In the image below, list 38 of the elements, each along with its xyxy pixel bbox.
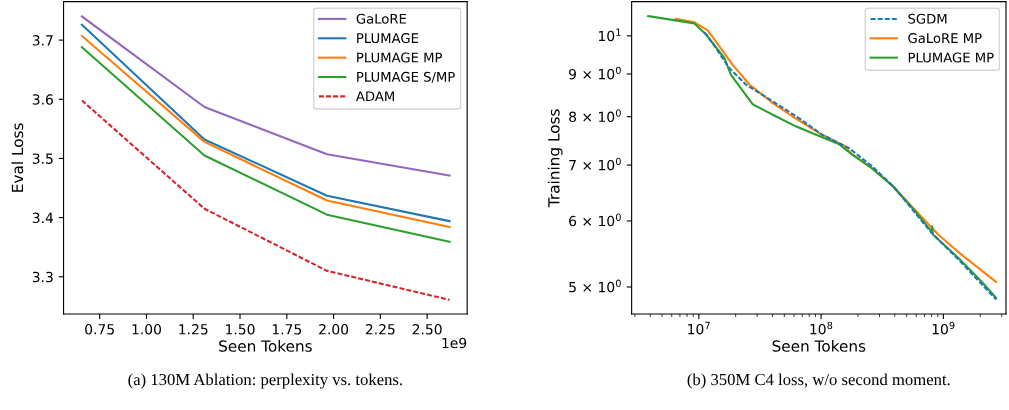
y-tick-label: 6 × 10$^{0}$ (569, 213, 621, 227)
x-tick-label: 1.25 (179, 324, 208, 335)
y-tick-label: 8 × 10$^{0}$ (569, 109, 621, 123)
legend-label: PLUMAGE MP (357, 52, 443, 63)
x-tick-label: 10$^{7}$ (688, 321, 710, 335)
legend-label: GaLoRE (356, 13, 407, 24)
line-series (80, 99, 451, 301)
y-tick-label: 3.3 (32, 271, 53, 283)
y-tick-label: 3.7 (32, 35, 53, 46)
legend-label: PLUMAGE (357, 33, 419, 44)
x-tick-label: 0.75 (85, 324, 114, 335)
x-tick-label: 1.50 (226, 324, 255, 335)
y-tick-label: 7 × 10$^{0}$ (569, 157, 621, 171)
text: (a) 130M Ablation: perplexity vs. tokens. (128, 373, 402, 389)
legend-label: PLUMAGE MP (908, 52, 994, 63)
x-tick-label: 2.00 (319, 324, 349, 335)
x-tick-label: 2.25 (365, 324, 395, 335)
x-axis-title: Seen Tokens (772, 340, 866, 352)
y-tick-label: 3.6 (32, 94, 53, 105)
y-tick-label: 3.4 (32, 212, 54, 224)
x-tick-label: 1.00 (132, 324, 161, 335)
legend-label: PLUMAGE S/MP (357, 71, 455, 83)
y-tick-label: 5 × 10$^{0}$ (569, 279, 621, 293)
y-axis-title: Training Loss (547, 109, 563, 208)
x-tick-label: 10$^{9}$ (932, 321, 955, 335)
x-tick-label: 10$^{8}$ (810, 321, 833, 335)
x-tick-label: 1.75 (272, 324, 302, 335)
y-axis-title: Eval Loss (11, 123, 24, 192)
y-tick-label: 9 × 10$^{0}$ (569, 66, 621, 80)
legend-label: SGDM (908, 13, 947, 24)
y-tick-label: 3.5 (32, 153, 53, 164)
text: (b) 350M C4 loss, w/o second moment. (687, 373, 950, 389)
legend-label: ADAM (356, 91, 394, 102)
y-tick-label: 10$^{1}$ (598, 28, 621, 42)
legend-label: GaLoRE MP (908, 33, 982, 44)
text: 1e9 (442, 337, 467, 349)
x-axis-title: Seen Tokens (219, 340, 312, 352)
x-tick-label: 2.50 (412, 324, 442, 335)
